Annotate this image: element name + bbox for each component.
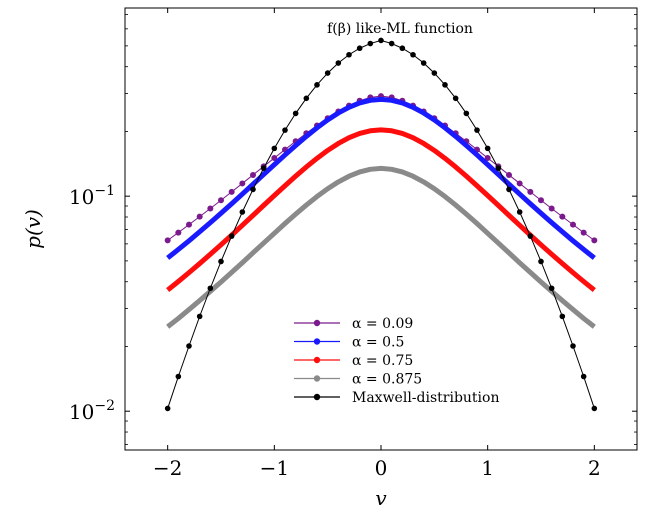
legend-entry: α = 0.75 (294, 353, 413, 369)
series-0-5-line (166, 96, 596, 260)
series-maxwell-distribution-point (314, 82, 320, 88)
series-0-09-point (186, 221, 192, 228)
series-maxwell-distribution-point (175, 373, 182, 380)
series-maxwell-distribution-point (474, 127, 480, 133)
series-maxwell-distribution-point (196, 313, 203, 320)
series-maxwell-distribution-point (388, 40, 395, 47)
series-0-09-point (506, 171, 512, 178)
legend: α = 0.09 α = 0.5 α = 0.75 α = 0.875 Maxwell-… (294, 316, 499, 406)
series-0-09-point (175, 229, 182, 236)
series-maxwell-distribution-point (410, 51, 416, 58)
legend-label: α = 0.875 (352, 372, 422, 388)
x-axis-label: v (375, 486, 387, 510)
series-maxwell-distribution-point (516, 209, 523, 215)
series-0-09-point (548, 205, 555, 212)
series-0-09-point (196, 213, 203, 220)
series-maxwell-distribution-point (484, 145, 491, 152)
series-maxwell-distribution-point (282, 127, 288, 133)
series-0-09-point (228, 188, 235, 195)
x-tick-label: 2 (588, 456, 601, 480)
series-maxwell-distribution-point (164, 405, 171, 412)
y-axis-label: p(v) (21, 209, 45, 249)
series-maxwell-distribution-point (442, 82, 448, 88)
series-0-09-point (271, 154, 278, 161)
series-0-09-point (591, 237, 598, 244)
series-0-875-line (166, 165, 596, 329)
y-tick-label: 10−2 (69, 398, 115, 424)
series-maxwell-distribution-point (570, 343, 576, 349)
series-0-09-point (250, 171, 256, 178)
series-maxwell-distribution-point (527, 233, 534, 239)
series-maxwell-distribution-point (271, 145, 278, 152)
series-0-09-point (164, 237, 171, 244)
x-tick-label: −1 (260, 456, 289, 480)
series-maxwell-distribution-point (207, 285, 214, 292)
legend-swatch-marker (313, 375, 321, 382)
legend-label: α = 0.5 (352, 335, 404, 351)
ticks-layer: −2 −1 0 1 2 10−2 10−1 (69, 8, 637, 480)
series-maxwell-distribution-point (420, 60, 427, 66)
series-0-09-point (218, 197, 224, 204)
series-0-09-point (570, 221, 576, 228)
series-maxwell-distribution-point (506, 186, 512, 193)
series-maxwell-distribution-point (324, 70, 331, 76)
series-maxwell-distribution-point (580, 373, 587, 380)
legend-swatch-marker (313, 338, 321, 345)
series-0-09-point (239, 180, 246, 187)
series-maxwell-distribution-point (335, 60, 342, 66)
series-0-09-point (580, 229, 587, 236)
legend-label: α = 0.75 (352, 353, 413, 369)
series-maxwell-distribution-point (452, 95, 459, 102)
chart-title: f(β) like-ML function (327, 21, 473, 37)
legend-entry: Maxwell-distribution (294, 390, 499, 406)
series-maxwell-distribution-point (495, 165, 502, 171)
legend-label: α = 0.09 (352, 316, 413, 332)
legend-swatch-marker (313, 319, 321, 327)
series-maxwell-distribution-point (186, 343, 192, 349)
x-tick-label: 0 (375, 456, 388, 480)
series-maxwell-distribution-point (346, 51, 352, 58)
series-maxwell-distribution-point (356, 45, 363, 52)
legend-entry: α = 0.875 (294, 372, 422, 388)
series-maxwell-distribution-point (548, 285, 555, 292)
series-maxwell-distribution-point (591, 405, 598, 412)
series-maxwell-distribution-point (260, 165, 267, 171)
series-maxwell-distribution-point (559, 313, 566, 320)
series-layer (164, 37, 598, 412)
series-maxwell-distribution-point (399, 45, 406, 52)
legend-swatch-marker (313, 356, 321, 364)
legend-entry: α = 0.09 (294, 316, 413, 332)
x-tick-label: 1 (481, 456, 494, 480)
series-maxwell-distribution-point (463, 110, 470, 117)
series-maxwell-distribution-point (538, 258, 544, 265)
series-0-09-point (516, 180, 523, 187)
y-tick-label: 10−1 (69, 183, 115, 209)
x-tick-label: −2 (153, 456, 182, 480)
series-maxwell-distribution-point (228, 233, 235, 239)
series-maxwell-distribution-point (378, 37, 384, 44)
series-maxwell-distribution-point (431, 70, 438, 76)
series-0-09-point (559, 213, 566, 220)
series-maxwell-distribution-point (250, 186, 256, 193)
series-0-09-point (207, 205, 214, 212)
legend-label: Maxwell-distribution (352, 390, 499, 406)
series-maxwell-distribution-point (367, 40, 374, 47)
series-0-09-point (538, 197, 544, 204)
legend-swatch-marker (313, 393, 321, 401)
legend-entry: α = 0.5 (294, 335, 404, 351)
series-0-09-point (484, 154, 491, 161)
series-0-75-line (166, 127, 596, 292)
series-maxwell-distribution-point (303, 95, 310, 102)
series-maxwell-distribution-point (239, 209, 246, 215)
series-0-09-point (527, 188, 534, 195)
series-maxwell-distribution-point (218, 258, 224, 265)
series-maxwell-distribution-point (292, 110, 299, 117)
